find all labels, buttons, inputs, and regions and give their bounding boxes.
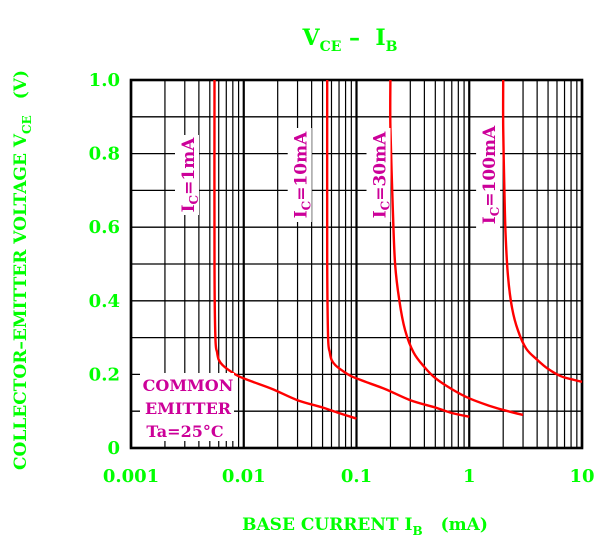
y-axis-label-unit: (V): [11, 70, 31, 99]
series-label-main: I: [371, 210, 391, 218]
annotation-line-3: Ta=25°C: [146, 422, 223, 441]
series-label-rest: =100mA: [480, 125, 500, 207]
annotation: COMMON EMITTER Ta=25°C: [140, 373, 234, 441]
x-axis-label-main: BASE CURRENT I: [242, 515, 412, 535]
x-tick-label: 0.1: [341, 466, 372, 487]
series-label-main: I: [292, 210, 312, 218]
curve-series-1: [325, 79, 470, 418]
series-label-3: IC=100mA: [476, 121, 502, 229]
plot-frame: [129, 78, 584, 450]
series-label-rest: =10mA: [292, 131, 312, 201]
y-tick-label: 0.4: [89, 291, 120, 312]
series-label-main: I: [179, 204, 199, 212]
title-mid: – I: [341, 25, 385, 51]
series-label-main: I: [480, 216, 500, 224]
series-label-subscript: C: [488, 207, 502, 217]
x-tick-label: 0.01: [222, 466, 266, 487]
x-tick-label: 0.001: [103, 466, 159, 487]
series-label-2: IC=30mA: [366, 128, 393, 222]
series-label-text: IC=100mA: [480, 125, 502, 224]
chart-title: VCE – IB: [301, 25, 397, 55]
series-label-text: IC=1mA: [179, 137, 201, 213]
series-label-background: [476, 121, 501, 229]
y-tick-label: 0.6: [89, 217, 120, 238]
series-label-text: IC=10mA: [292, 131, 314, 218]
curve-series-2: [389, 79, 524, 417]
y-axis-label-main: COLLECTOR–EMITTER VOLTAGE V: [11, 133, 31, 470]
x-tick-label: 10: [569, 466, 594, 487]
curve-series-3: [501, 79, 583, 383]
series-label-background: [175, 135, 199, 215]
x-axis-label-unit: (mA): [441, 515, 488, 535]
series-label-subscript: C: [379, 201, 393, 211]
title-subscript-ce: CE: [320, 39, 342, 55]
series-label-rest: =30mA: [371, 131, 391, 201]
curves: [213, 79, 583, 420]
series-label-subscript: C: [300, 201, 314, 211]
y-axis-label-subscript: CE: [20, 115, 34, 134]
tick-labels: 0.001 0.01 0.1 1 10 0 0.2 0.4 0.6 0.8 1.0: [89, 70, 595, 487]
series-label-rest: =1mA: [179, 137, 199, 195]
series-label-0: IC=1mA: [175, 135, 201, 215]
y-tick-label: 1.0: [89, 70, 120, 91]
series-label-text: IC=30mA: [371, 131, 393, 218]
title-subscript-b: B: [386, 39, 398, 55]
series-label-1: IC=10mA: [287, 128, 314, 222]
x-axis-label: BASE CURRENT IB (mA): [242, 515, 488, 538]
y-tick-label: 0.8: [89, 144, 120, 165]
annotation-background: [140, 373, 234, 441]
x-tick-label: 1: [463, 466, 476, 487]
series-label-background: [366, 128, 391, 222]
series-label-background: [287, 128, 312, 222]
series-label-subscript: C: [187, 195, 201, 205]
annotation-line-1: COMMON: [143, 376, 234, 395]
y-axis-label: COLLECTOR–EMITTER VOLTAGE VCE (V): [11, 70, 34, 470]
title-main: V: [301, 25, 320, 51]
y-tick-label: 0.2: [89, 364, 120, 385]
y-tick-label: 0: [107, 438, 120, 459]
curve-series-0: [213, 79, 357, 420]
annotation-line-2: EMITTER: [145, 399, 232, 418]
x-axis-label-subscript: B: [412, 524, 422, 538]
